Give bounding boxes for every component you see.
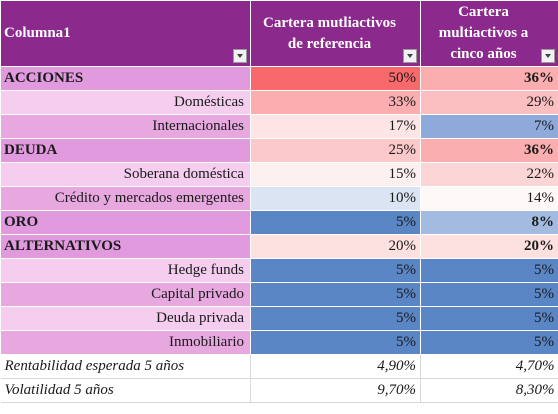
row-label[interactable]: Internacionales — [0, 114, 251, 139]
reference-value-cell[interactable]: 10% — [250, 186, 421, 211]
row-label[interactable]: ORO — [0, 210, 251, 235]
summary-row: Volatilidad 5 años 9,70% 8,30% — [0, 378, 558, 403]
header-row: Columna1 Cartera mutliactivos de referen… — [0, 0, 558, 67]
row-label[interactable]: DEUDA — [0, 138, 251, 163]
table-body: ACCIONES 50% 36% Domésticas 33% 29% Internacio… — [0, 66, 558, 403]
reference-value-cell[interactable]: 5% — [250, 282, 421, 307]
table-row: ACCIONES 50% 36% — [0, 66, 558, 91]
reference-value-cell[interactable]: 20% — [250, 234, 421, 259]
allocation-table: Columna1 Cartera mutliactivos de referen… — [0, 0, 558, 403]
table-row: ORO 5% 8% — [0, 210, 558, 235]
reference-value-cell[interactable]: 15% — [250, 162, 421, 187]
column-header-3-label: Cartera multiactivos a cinco años — [438, 4, 529, 62]
table-row: Inmobiliario 5% 5% — [0, 330, 558, 355]
summary-five-year-value[interactable]: 4,70% — [420, 354, 558, 379]
summary-row: Rentabilidad esperada 5 años 4,90% 4,70% — [0, 354, 558, 379]
table-row: Domésticas 33% 29% — [0, 90, 558, 115]
filter-dropdown-3-button[interactable] — [541, 49, 555, 63]
table-row: Capital privado 5% 5% — [0, 282, 558, 307]
five-year-value-cell[interactable]: 5% — [420, 306, 558, 331]
column-header-3: Cartera multiactivos a cinco años — [420, 0, 558, 67]
column-header-2-label: Cartera mutliactivos de referencia — [263, 14, 396, 52]
summary-label[interactable]: Rentabilidad esperada 5 años — [0, 354, 251, 379]
reference-value-cell[interactable]: 5% — [250, 306, 421, 331]
table-row: Crédito y mercados emergentes 10% 14% — [0, 186, 558, 211]
table-row: ALTERNATIVOS 20% 20% — [0, 234, 558, 259]
row-label[interactable]: ALTERNATIVOS — [0, 234, 251, 259]
row-label[interactable]: Soberana doméstica — [0, 162, 251, 187]
row-label[interactable]: Crédito y mercados emergentes — [0, 186, 251, 211]
row-label[interactable]: Hedge funds — [0, 258, 251, 283]
five-year-value-cell[interactable]: 5% — [420, 330, 558, 355]
reference-value-cell[interactable]: 25% — [250, 138, 421, 163]
column-header-1: Columna1 — [0, 0, 251, 67]
filter-dropdown-1-button[interactable] — [233, 49, 247, 63]
table-row: Deuda privada 5% 5% — [0, 306, 558, 331]
five-year-value-cell[interactable]: 5% — [420, 282, 558, 307]
summary-five-year-value[interactable]: 8,30% — [420, 378, 558, 403]
chevron-down-icon — [237, 54, 243, 58]
reference-value-cell[interactable]: 5% — [250, 210, 421, 235]
chevron-down-icon — [545, 54, 551, 58]
row-label[interactable]: Deuda privada — [0, 306, 251, 331]
reference-value-cell[interactable]: 5% — [250, 258, 421, 283]
reference-value-cell[interactable]: 33% — [250, 90, 421, 115]
filter-dropdown-2-button[interactable] — [403, 49, 417, 63]
reference-value-cell[interactable]: 17% — [250, 114, 421, 139]
five-year-value-cell[interactable]: 8% — [420, 210, 558, 235]
five-year-value-cell[interactable]: 7% — [420, 114, 558, 139]
five-year-value-cell[interactable]: 36% — [420, 138, 558, 163]
five-year-value-cell[interactable]: 29% — [420, 90, 558, 115]
row-label[interactable]: Domésticas — [0, 90, 251, 115]
row-label[interactable]: Inmobiliario — [0, 330, 251, 355]
column-header-1-label: Columna1 — [4, 25, 71, 41]
reference-value-cell[interactable]: 50% — [250, 66, 421, 91]
row-label[interactable]: Capital privado — [0, 282, 251, 307]
five-year-value-cell[interactable]: 22% — [420, 162, 558, 187]
five-year-value-cell[interactable]: 36% — [420, 66, 558, 91]
summary-label[interactable]: Volatilidad 5 años — [0, 378, 251, 403]
five-year-value-cell[interactable]: 5% — [420, 258, 558, 283]
table-row: Hedge funds 5% 5% — [0, 258, 558, 283]
table-row: Soberana doméstica 15% 22% — [0, 162, 558, 187]
column-header-2: Cartera mutliactivos de referencia — [250, 0, 421, 67]
chevron-down-icon — [407, 54, 413, 58]
reference-value-cell[interactable]: 5% — [250, 330, 421, 355]
table-row: Internacionales 17% 7% — [0, 114, 558, 139]
row-label[interactable]: ACCIONES — [0, 66, 251, 91]
five-year-value-cell[interactable]: 20% — [420, 234, 558, 259]
table-row: DEUDA 25% 36% — [0, 138, 558, 163]
five-year-value-cell[interactable]: 14% — [420, 186, 558, 211]
summary-reference-value[interactable]: 4,90% — [250, 354, 421, 379]
summary-reference-value[interactable]: 9,70% — [250, 378, 421, 403]
